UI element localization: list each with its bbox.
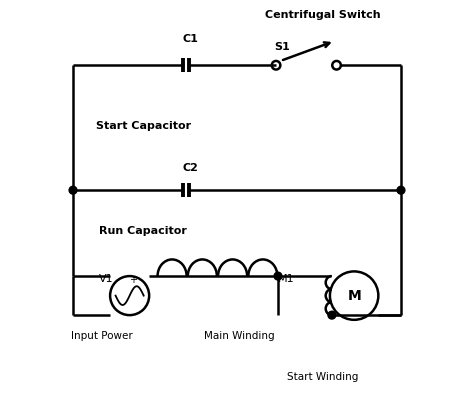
Text: M1: M1 bbox=[278, 274, 295, 284]
Circle shape bbox=[328, 311, 336, 319]
Text: M: M bbox=[347, 289, 361, 303]
Text: C1: C1 bbox=[182, 34, 198, 44]
Text: Start Capacitor: Start Capacitor bbox=[96, 121, 191, 131]
Circle shape bbox=[397, 186, 405, 194]
Text: C2: C2 bbox=[182, 163, 198, 173]
Text: Centrifugal Switch: Centrifugal Switch bbox=[265, 10, 381, 20]
Text: V1: V1 bbox=[99, 274, 113, 284]
Circle shape bbox=[274, 272, 282, 280]
Circle shape bbox=[69, 186, 77, 194]
Text: Input Power: Input Power bbox=[72, 331, 133, 341]
Text: Start Winding: Start Winding bbox=[287, 371, 359, 381]
Text: Main Winding: Main Winding bbox=[204, 331, 274, 341]
Text: S1: S1 bbox=[274, 42, 290, 51]
Text: +: + bbox=[128, 274, 137, 285]
Text: Run Capacitor: Run Capacitor bbox=[100, 226, 187, 236]
